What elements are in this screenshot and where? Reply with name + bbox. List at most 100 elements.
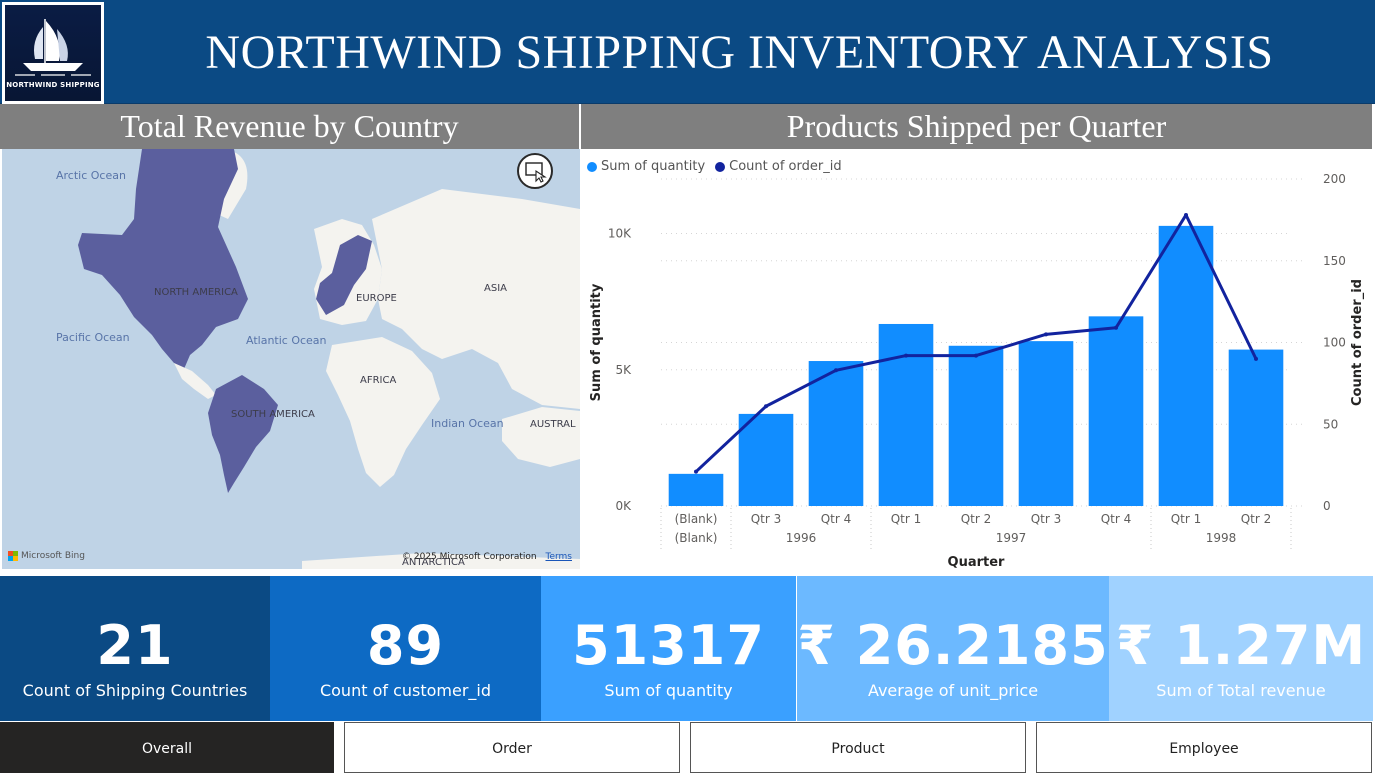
bing-attribution: Microsoft Bing	[8, 551, 85, 561]
label-antarctica: ANTARCTICA	[402, 557, 465, 568]
kpi-value: 21	[96, 614, 174, 677]
y2-axis-title: Count of order_id	[1350, 279, 1365, 406]
label-africa: AFRICA	[360, 375, 397, 386]
y-axis-title: Sum of quantity	[589, 283, 604, 401]
nav-overall-button[interactable]: Overall	[0, 722, 334, 773]
kpi-value: 89	[366, 614, 445, 677]
point-order-count[interactable]	[1184, 212, 1188, 217]
kpi-value: ₹ 26.2185	[797, 614, 1109, 677]
bar-quantity[interactable]	[1088, 316, 1144, 506]
chart-legend: Sum of quantity Count of order_id	[587, 159, 842, 174]
point-order-count[interactable]	[1254, 356, 1258, 361]
y-tick-label: 5K	[615, 363, 632, 377]
logo: NORTHWIND SHIPPING	[2, 2, 104, 104]
point-order-count[interactable]	[974, 353, 978, 358]
land-australia	[502, 407, 580, 467]
kpi-card-countries[interactable]: 21 Count of Shipping Countries	[0, 576, 270, 721]
chart-title: Products Shipped per Quarter	[581, 104, 1372, 149]
point-order-count[interactable]	[834, 368, 838, 373]
x-tick-label: Qtr 4	[1101, 512, 1132, 526]
region-south-america[interactable]	[208, 375, 278, 493]
legend-item-orders[interactable]: Count of order_id	[715, 159, 842, 174]
ship-icon	[15, 19, 91, 76]
x-tick-label: (Blank)	[675, 512, 718, 526]
map-copyright: © 2025 Microsoft Corporation Terms	[402, 552, 572, 562]
point-order-count[interactable]	[1114, 325, 1118, 330]
dashboard-title: NORTHWIND SHIPPING INVENTORY ANALYSIS	[205, 26, 1274, 79]
label-australia: AUSTRAL	[530, 419, 576, 430]
land-central-america	[174, 363, 216, 399]
bar-quantity[interactable]	[1228, 349, 1284, 506]
region-europe[interactable]	[316, 235, 372, 315]
label-atlantic-ocean: Atlantic Ocean	[246, 334, 327, 347]
x-group-label: 1998	[1206, 531, 1237, 545]
x-group-label: 1997	[996, 531, 1027, 545]
label-arctic-ocean: Arctic Ocean	[56, 169, 126, 182]
region-north-america[interactable]	[78, 149, 248, 369]
y2-tick-label: 50	[1323, 417, 1338, 431]
nav-employee-button[interactable]: Employee	[1036, 722, 1372, 773]
kpi-card-customers[interactable]: 89 Count of customer_id	[270, 576, 541, 721]
bar-quantity[interactable]	[1158, 225, 1214, 506]
legend-label-quantity: Sum of quantity	[601, 159, 706, 174]
focus-mode-icon	[525, 162, 547, 183]
microsoft-logo-icon	[8, 551, 18, 561]
label-indian-ocean: Indian Ocean	[431, 417, 504, 430]
nav-order-button[interactable]: Order	[344, 722, 680, 773]
legend-label-orders: Count of order_id	[729, 159, 842, 174]
y2-tick-label: 100	[1323, 336, 1346, 350]
kpi-card-unit-price[interactable]: ₹ 26.2185 Average of unit_price	[797, 576, 1109, 721]
bar-quantity[interactable]	[1018, 341, 1074, 506]
combo-chart[interactable]: 0 50 100 150 200 0K 5K 10K (Blank) Qtr 3 Qtr 4 Qtr …	[581, 149, 1372, 573]
bing-text: Microsoft Bing	[21, 551, 85, 561]
revenue-map[interactable]: Arctic Ocean Pacific Ocean Atlantic Ocea…	[2, 149, 580, 569]
terms-link[interactable]: Terms	[545, 552, 572, 562]
bar-quantity[interactable]	[738, 413, 794, 506]
label-asia: ASIA	[484, 283, 507, 294]
y-tick-label: 0K	[615, 499, 632, 513]
y2-tick-label: 150	[1323, 254, 1346, 268]
x-tick-label: Qtr 1	[1171, 512, 1202, 526]
x-tick-label: Qtr 2	[1241, 512, 1272, 526]
ship-logo-icon: NORTHWIND SHIPPING	[5, 5, 101, 101]
point-order-count[interactable]	[904, 353, 908, 358]
kpi-label: Count of customer_id	[319, 681, 492, 700]
logo-text: NORTHWIND SHIPPING	[6, 81, 100, 89]
header-bar: NORTHWIND SHIPPING NORTHWIND SHIPPING IN…	[0, 0, 1375, 104]
label-europe: EUROPE	[356, 293, 397, 304]
kpi-card-quantity[interactable]: 51317 Sum of quantity	[541, 576, 796, 721]
bar-quantity[interactable]	[808, 361, 864, 506]
point-order-count[interactable]	[764, 404, 768, 409]
x-tick-label: Qtr 1	[891, 512, 922, 526]
bar-quantity[interactable]	[668, 473, 724, 506]
x-tick-label: Qtr 3	[1031, 512, 1062, 526]
copyright-text: © 2025 Microsoft Corporation	[402, 552, 537, 562]
legend-dot-icon	[587, 161, 597, 172]
point-order-count[interactable]	[694, 469, 698, 474]
bar-quantity[interactable]	[878, 323, 934, 506]
world-map[interactable]	[2, 149, 580, 569]
x-group-label: 1996	[786, 531, 817, 545]
map-title: Total Revenue by Country	[0, 104, 579, 149]
point-order-count[interactable]	[1044, 332, 1048, 337]
label-pacific-ocean: Pacific Ocean	[56, 331, 130, 344]
y2-tick-label: 200	[1323, 172, 1346, 186]
x-axis-title: Quarter	[948, 555, 1006, 570]
x-tick-label: Qtr 2	[961, 512, 992, 526]
nav-product-button[interactable]: Product	[690, 722, 1026, 773]
legend-dot-icon	[715, 161, 726, 172]
land-antarctica	[302, 553, 580, 569]
bar-quantity[interactable]	[948, 345, 1004, 506]
kpi-value: 51317	[572, 614, 765, 677]
quarter-chart-panel: Sum of quantity Count of order_id 0 50 100…	[581, 149, 1372, 573]
kpi-card-revenue[interactable]: ₹ 1.27M Sum of Total revenue	[1109, 576, 1373, 721]
label-north-america: NORTH AMERICA	[154, 287, 238, 298]
x-tick-label: Qtr 3	[751, 512, 782, 526]
kpi-label: Count of Shipping Countries	[22, 681, 248, 700]
y2-tick-label: 0	[1323, 499, 1331, 513]
kpi-label: Average of unit_price	[867, 681, 1039, 700]
kpi-label: Sum of Total revenue	[1156, 681, 1326, 700]
legend-item-quantity[interactable]: Sum of quantity	[587, 159, 705, 174]
focus-mode-button[interactable]	[517, 153, 553, 189]
